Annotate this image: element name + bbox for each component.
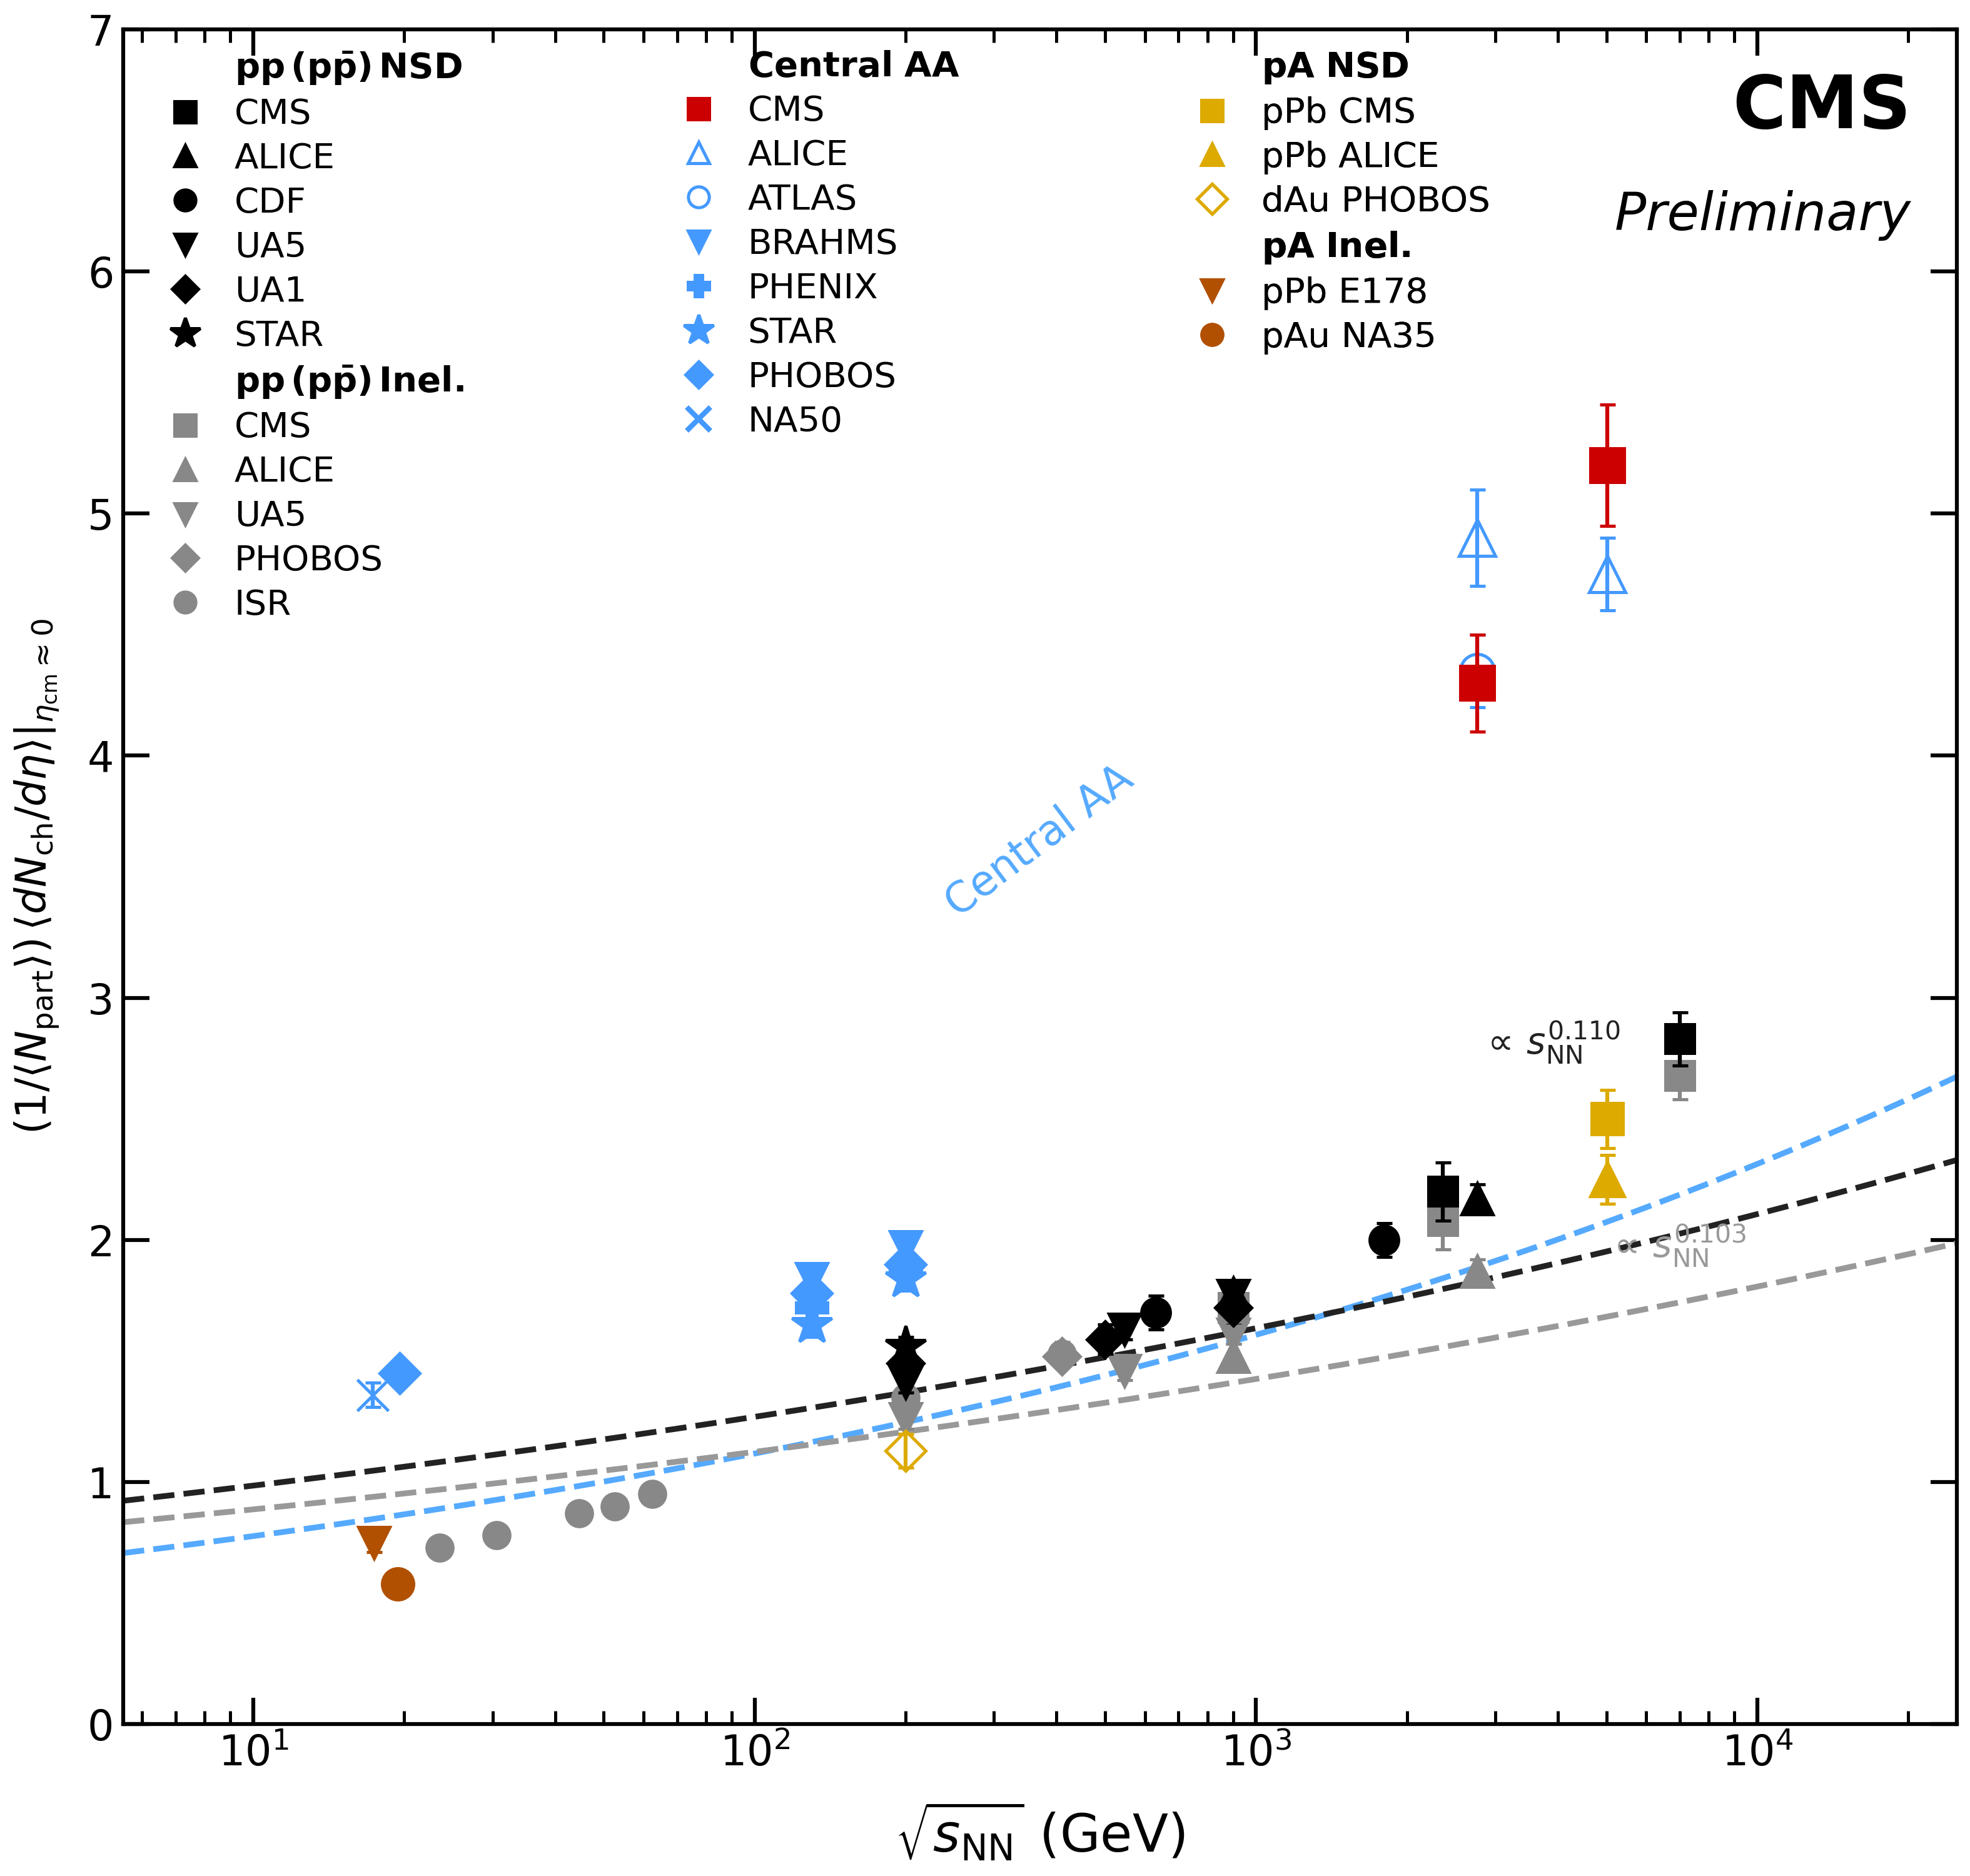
Text: Preliminary: Preliminary	[1615, 189, 1911, 240]
Text: Central AA: Central AA	[938, 758, 1141, 925]
Text: $\propto\,s_{\mathrm{NN}}^{0.103}$: $\propto\,s_{\mathrm{NN}}^{0.103}$	[1606, 1223, 1745, 1268]
Text: $\propto\,s_{\mathrm{NN}}^{0.110}$: $\propto\,s_{\mathrm{NN}}^{0.110}$	[1479, 1021, 1619, 1066]
Legend: $\mathbf{pA\ NSD}$, pPb CMS, pPb ALICE, dAu PHOBOS, $\mathbf{pA\ Inel.}$, pPb E1: $\mathbf{pA\ NSD}$, pPb CMS, pPb ALICE, …	[1176, 51, 1489, 355]
Text: CMS: CMS	[1732, 71, 1911, 144]
X-axis label: $\sqrt{s_{\mathrm{NN}}}$ (GeV): $\sqrt{s_{\mathrm{NN}}}$ (GeV)	[894, 1801, 1184, 1863]
Y-axis label: $(1/\langle N_{\mathrm{part}}\rangle)\,\langle dN_{\mathrm{ch}}/d\eta\rangle|_{\: $(1/\langle N_{\mathrm{part}}\rangle)\,\…	[14, 619, 61, 1135]
